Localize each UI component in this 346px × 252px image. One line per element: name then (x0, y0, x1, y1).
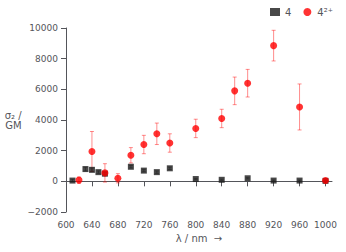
svg-text:GM: GM (5, 120, 21, 131)
svg-text:960: 960 (291, 220, 308, 230)
svg-text:600: 600 (57, 220, 74, 230)
svg-text:λ / nm →: λ / nm → (176, 233, 222, 244)
svg-text:σ₂ /: σ₂ / (4, 109, 22, 121)
svg-text:4000: 4000 (35, 115, 58, 125)
svg-text:840: 840 (213, 220, 230, 230)
svg-text:4: 4 (285, 7, 291, 18)
svg-text:680: 680 (109, 220, 126, 230)
svg-text:800: 800 (187, 220, 204, 230)
svg-text:6000: 6000 (35, 84, 58, 94)
svg-text:8000: 8000 (35, 54, 58, 64)
svg-text:0: 0 (52, 176, 58, 186)
svg-text:760: 760 (161, 220, 178, 230)
svg-text:640: 640 (83, 220, 100, 230)
svg-text:880: 880 (239, 220, 256, 230)
svg-text:2000: 2000 (35, 146, 58, 156)
svg-text:4²⁺: 4²⁺ (317, 7, 333, 18)
svg-text:1000: 1000 (314, 220, 337, 230)
svg-text:920: 920 (265, 220, 282, 230)
svg-text:10000: 10000 (29, 23, 58, 33)
svg-text:−2000: −2000 (28, 207, 59, 217)
svg-text:720: 720 (135, 220, 152, 230)
